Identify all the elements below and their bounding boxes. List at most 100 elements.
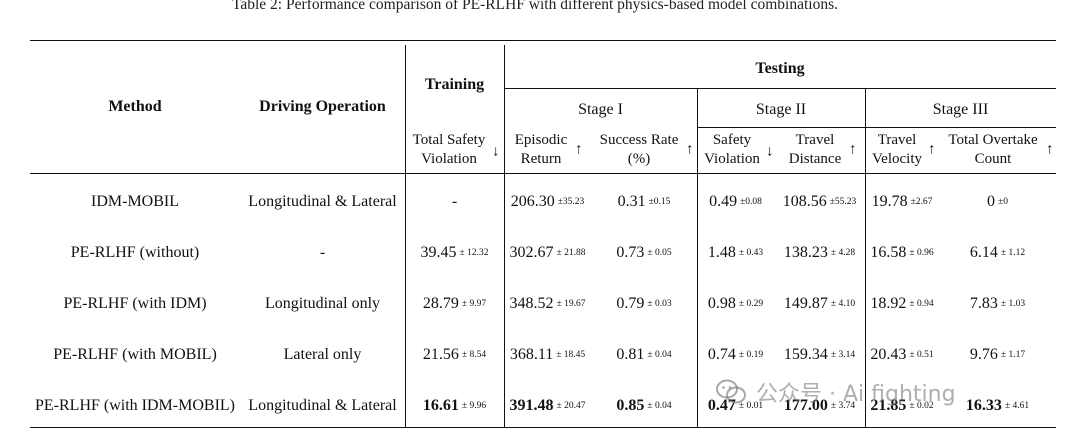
row-driving-operation: Longitudinal & Lateral: [248, 192, 397, 210]
table-cell: 391.48 ± 20.47: [504, 382, 591, 430]
table-cell: 7.83 ± 1.03: [939, 280, 1056, 328]
table-cell: 16.58 ± 0.96: [865, 229, 939, 277]
cell-value: 21.56: [422, 345, 459, 363]
row-method: PE-RLHF (with MOBIL): [53, 345, 217, 363]
cell-std-dev: ± 0.19: [738, 349, 764, 360]
cell-std-dev: ± 0.03: [647, 298, 672, 309]
metric-success-rate: Success Rate (%): [599, 132, 679, 167]
cell-std-dev: ± 4.10: [830, 298, 856, 309]
arrow-down-icon: ↓: [492, 143, 500, 160]
cell-value: 1.48: [707, 243, 736, 261]
cell-value: 0.47: [707, 396, 736, 414]
cell-value: 0.85: [616, 396, 645, 414]
header-method: Method: [108, 97, 162, 115]
cell-std-dev: ±55.23: [829, 196, 857, 207]
row-driving-operation: Lateral only: [283, 345, 362, 363]
cell-std-dev: ± 3.14: [830, 349, 856, 360]
table-cell: 9.76 ± 1.17: [939, 331, 1056, 379]
divider-stage2-stage3: [865, 89, 866, 427]
row-driving-operation: -: [319, 243, 326, 261]
table-cell: 16.33 ± 4.61: [939, 382, 1056, 430]
divider-stage1-stage2: [697, 89, 698, 427]
cell-value: 0.31: [617, 192, 646, 210]
cell-value: 16.58: [870, 243, 907, 261]
table-cell: 108.56 ±55.23: [774, 178, 865, 226]
cell-std-dev: ± 18.45: [556, 349, 586, 360]
metric-safety-violation: Safety Violation: [704, 132, 760, 167]
cell-value: 108.56: [782, 192, 827, 210]
table-cell: 21.56 ± 8.54: [405, 331, 504, 379]
cell-std-dev: ± 9.96: [461, 400, 487, 411]
cell-value: 138.23: [783, 243, 828, 261]
table-cell: 0.74 ± 0.19: [697, 331, 774, 379]
cell-std-dev: ± 1.17: [1000, 349, 1026, 360]
cell-value: 348.52: [509, 294, 554, 312]
table-cell: 39.45 ± 12.32: [405, 229, 504, 277]
cell-std-dev: ± 9.97: [461, 298, 487, 309]
header-training: Training: [424, 75, 485, 93]
cell-std-dev: ± 3.74: [830, 400, 856, 411]
metric-travel-distance: Travel Distance: [788, 132, 842, 167]
table-caption: Table 2: Performance comparison of PE-RL…: [231, 0, 838, 13]
cell-value: 177.00: [783, 396, 828, 414]
cell-value: 39.45: [420, 243, 457, 261]
cell-std-dev: ± 1.03: [1000, 298, 1026, 309]
cell-std-dev: ± 0.04: [647, 400, 672, 411]
cell-value: -: [451, 192, 458, 210]
cell-std-dev: ±0.15: [648, 196, 671, 207]
row-driving-operation: Longitudinal only: [264, 294, 381, 312]
table-cell: 21.85 ± 0.02: [865, 382, 939, 430]
divider-op-training: [405, 45, 406, 427]
cell-std-dev: ± 20.47: [556, 400, 586, 411]
header-stage-2: Stage II: [755, 100, 807, 118]
cell-value: 0: [987, 192, 996, 210]
divider-training-testing: [504, 45, 505, 427]
table-cell: 6.14 ± 1.12: [939, 229, 1056, 277]
cell-std-dev: ±0.08: [740, 196, 762, 207]
table-cell: 0.79 ± 0.03: [591, 280, 697, 328]
header-testing: Testing: [755, 59, 805, 77]
cell-value: 159.34: [783, 345, 828, 363]
header-stage-3: Stage III: [932, 100, 989, 118]
cell-value: 0.81: [616, 345, 645, 363]
cell-std-dev: ± 19.67: [556, 298, 586, 309]
cell-std-dev: ± 0.51: [909, 349, 934, 360]
table-cell: 368.11 ± 18.45: [504, 331, 591, 379]
cell-std-dev: ± 4.28: [830, 247, 856, 258]
cell-value: 0.79: [616, 294, 645, 312]
cell-value: 0.73: [616, 243, 645, 261]
metric-travel-velocity: Travel Velocity: [872, 132, 922, 167]
table-cell: 18.92 ± 0.94: [865, 280, 939, 328]
table-cell: 0.73 ± 0.05: [591, 229, 697, 277]
cell-value: 28.79: [422, 294, 459, 312]
cell-std-dev: ± 21.88: [556, 247, 586, 258]
arrow-up-icon: ↑: [928, 141, 936, 158]
table-cell: 0.31 ±0.15: [591, 178, 697, 226]
arrow-up-icon: ↑: [575, 141, 583, 158]
table-cell: -: [405, 178, 504, 226]
cell-value: 0.49: [709, 192, 738, 210]
cell-std-dev: ±0: [998, 196, 1008, 207]
cell-value: 6.14: [969, 243, 998, 261]
cell-value: 0.98: [707, 294, 736, 312]
cell-std-dev: ± 0.02: [909, 400, 934, 411]
cell-value: 16.33: [965, 396, 1002, 414]
cell-value: 206.30: [510, 192, 555, 210]
table-cell: 138.23 ± 4.28: [774, 229, 865, 277]
header-bottom-rule: [30, 173, 1056, 174]
table-cell: 159.34 ± 3.14: [774, 331, 865, 379]
table-cell: 206.30 ±35.23: [504, 178, 591, 226]
cell-value: 149.87: [783, 294, 828, 312]
cell-std-dev: ± 0.05: [647, 247, 672, 258]
cell-value: 19.78: [871, 192, 908, 210]
row-method: PE-RLHF (without): [70, 243, 200, 261]
table-cell: 0.49 ±0.08: [697, 178, 774, 226]
table-cell: 16.61 ± 9.96: [405, 382, 504, 430]
cell-std-dev: ± 0.04: [647, 349, 672, 360]
table-cell: 302.67 ± 21.88: [504, 229, 591, 277]
table-cell: 149.87 ± 4.10: [774, 280, 865, 328]
cell-value: 391.48: [509, 396, 554, 414]
row-driving-operation: Longitudinal & Lateral: [248, 396, 397, 414]
arrow-down-icon: ↓: [766, 143, 774, 160]
table-cell: 20.43 ± 0.51: [865, 331, 939, 379]
